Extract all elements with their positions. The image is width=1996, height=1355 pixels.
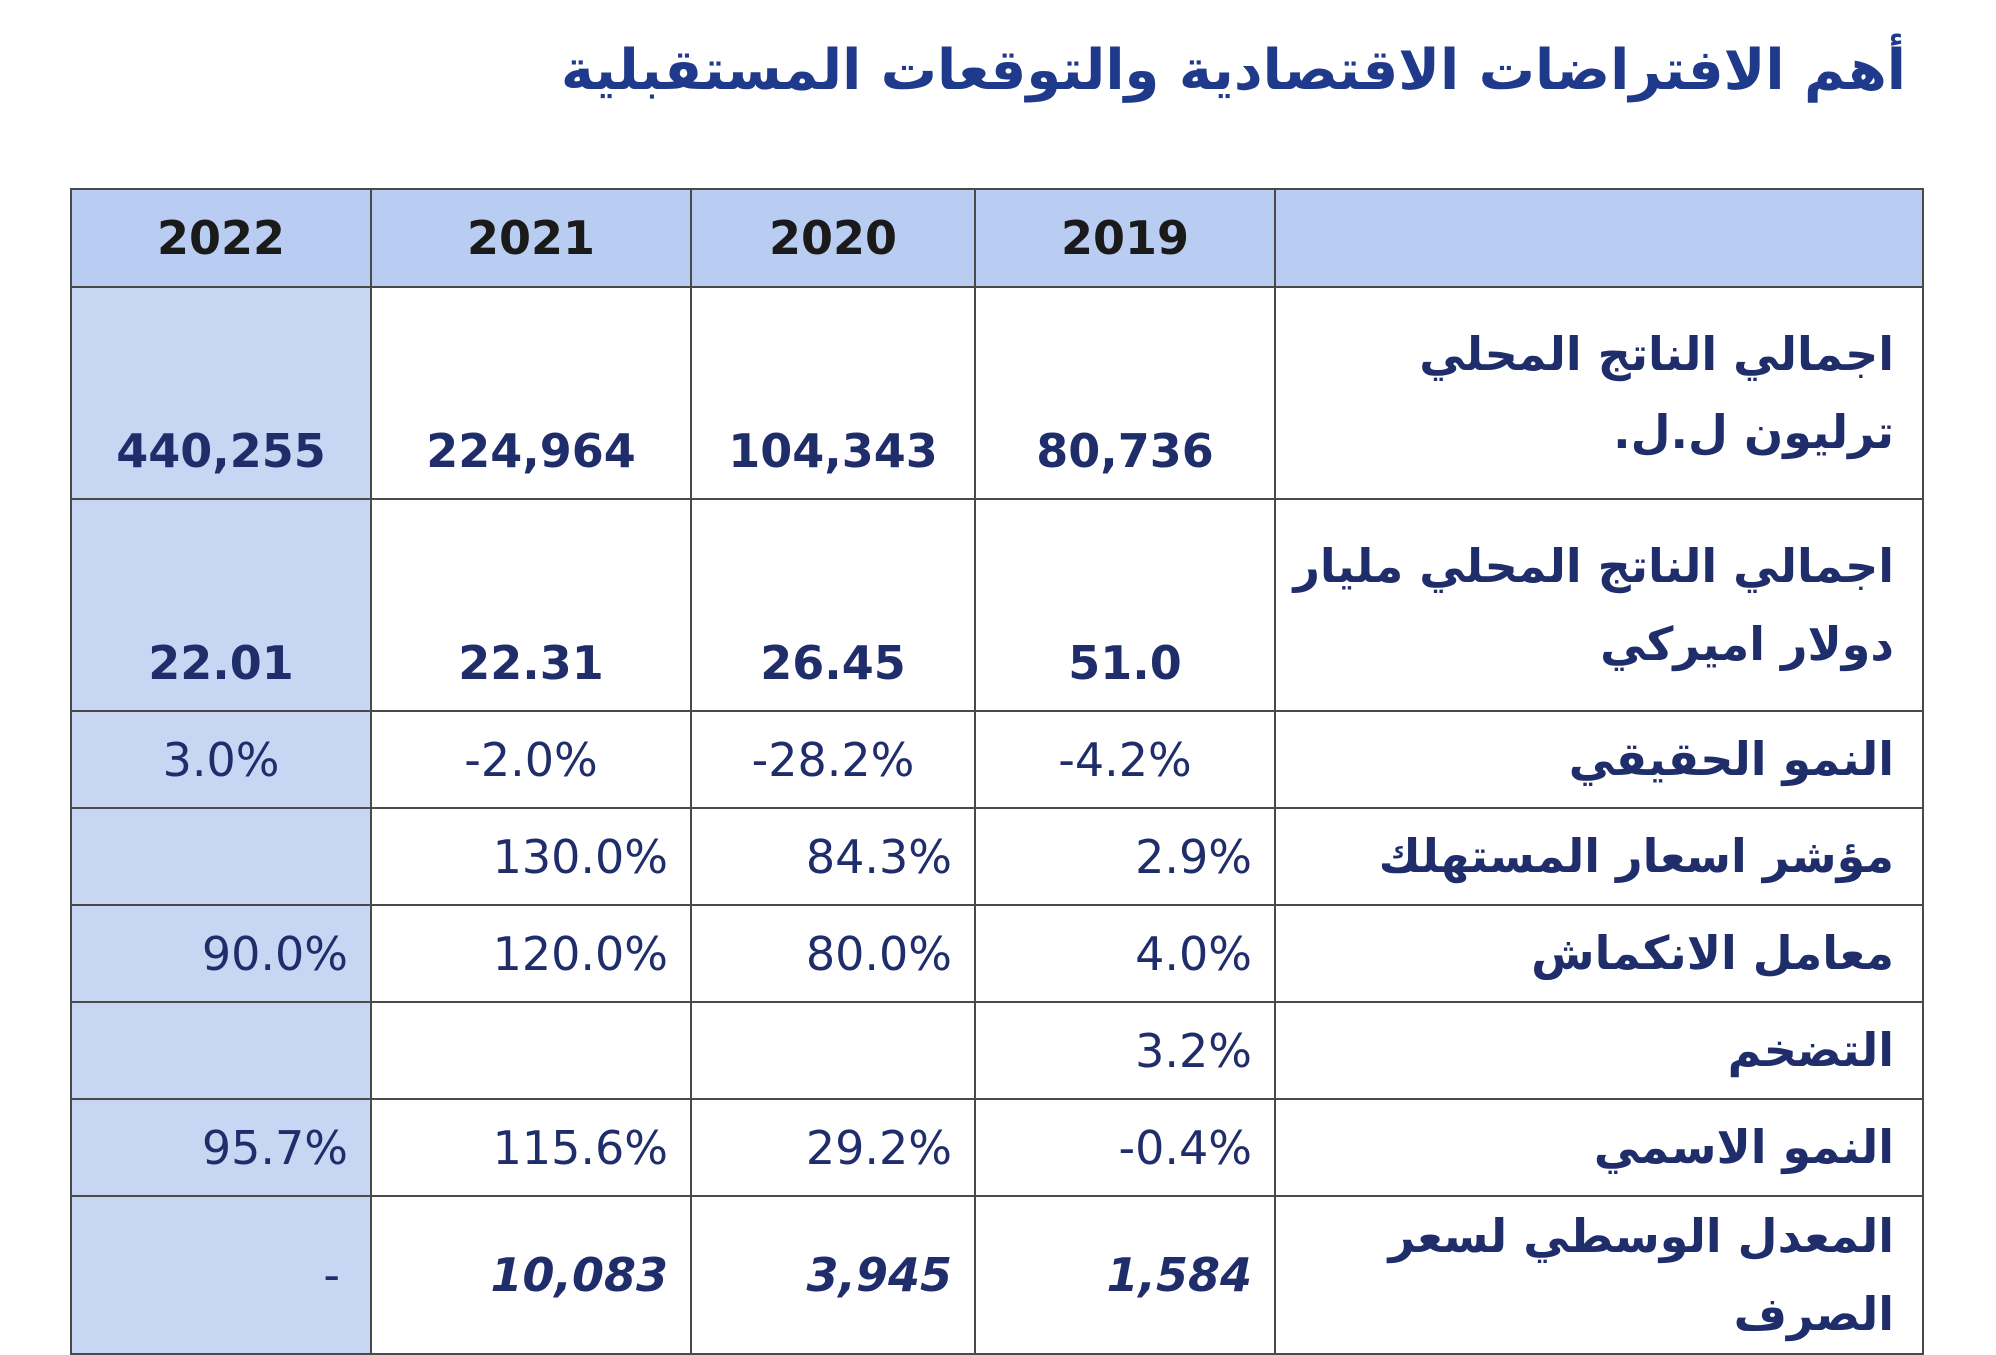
cell-2022: 95.7% — [70, 1098, 372, 1197]
cell-2020: -28.2% — [690, 710, 976, 809]
cell-2022: 90.0% — [70, 904, 372, 1003]
row-label: مؤشر اسعار المستهلك — [1274, 807, 1924, 906]
cell-2022: 22.01 — [70, 498, 372, 712]
cell-2021 — [370, 1001, 692, 1100]
cell-2019: 51.0 — [974, 498, 1276, 712]
table-header-row: 2022 2021 2020 2019 — [70, 188, 1924, 288]
table-row: 3.2% التضخم — [70, 1001, 1924, 1100]
cell-2020: 104,343 — [690, 286, 976, 500]
header-2021: 2021 — [370, 188, 692, 288]
cell-2020: 84.3% — [690, 807, 976, 906]
cell-2019: 4.0% — [974, 904, 1276, 1003]
cell-2022: 3.0% — [70, 710, 372, 809]
cell-2019: -0.4% — [974, 1098, 1276, 1197]
cell-2020: 29.2% — [690, 1098, 976, 1197]
economic-assumptions-table: 2022 2021 2020 2019 440,255 224,964 104,… — [70, 188, 1924, 1355]
table-row: 90.0% 120.0% 80.0% 4.0% معامل الانكماش — [70, 904, 1924, 1003]
cell-2021: 120.0% — [370, 904, 692, 1003]
row-label: النمو الاسمي — [1274, 1098, 1924, 1197]
cell-2019: 80,736 — [974, 286, 1276, 500]
table-row: 95.7% 115.6% 29.2% -0.4% النمو الاسمي — [70, 1098, 1924, 1197]
row-label: اجمالي الناتج المحلي ترليون ل.ل. — [1274, 286, 1924, 500]
page-title: أهم الافتراضات الاقتصادية والتوقعات المس… — [560, 38, 1906, 103]
cell-2021: 224,964 — [370, 286, 692, 500]
row-label: المعدل الوسطي لسعر الصرف — [1274, 1194, 1924, 1355]
cell-2020 — [690, 1001, 976, 1100]
row-label: اجمالي الناتج المحلي مليار دولار اميركي — [1274, 498, 1924, 712]
cell-2021: 22.31 — [370, 498, 692, 712]
header-label — [1274, 188, 1924, 288]
table-row: 130.0% 84.3% 2.9% مؤشر اسعار المستهلك — [70, 807, 1924, 906]
cell-2021: 115.6% — [370, 1098, 692, 1197]
cell-2019: 3.2% — [974, 1001, 1276, 1100]
table-row: - 10,083 3,945 1,584 المعدل الوسطي لسعر … — [70, 1194, 1924, 1355]
cell-2021: -2.0% — [370, 710, 692, 809]
cell-2021: 130.0% — [370, 807, 692, 906]
cell-2022: - — [70, 1194, 372, 1355]
table-row: 22.01 22.31 26.45 51.0 اجمالي الناتج الم… — [70, 498, 1924, 712]
cell-2022: 440,255 — [70, 286, 372, 500]
row-label: التضخم — [1274, 1001, 1924, 1100]
cell-2021: 10,083 — [370, 1194, 692, 1355]
row-label: معامل الانكماش — [1274, 904, 1924, 1003]
table-row: 440,255 224,964 104,343 80,736 اجمالي ال… — [70, 286, 1924, 500]
cell-2020: 80.0% — [690, 904, 976, 1003]
cell-2019: 1,584 — [974, 1194, 1276, 1355]
header-2020: 2020 — [690, 188, 976, 288]
cell-2020: 26.45 — [690, 498, 976, 712]
cell-2019: 2.9% — [974, 807, 1276, 906]
cell-2020: 3,945 — [690, 1194, 976, 1355]
cell-2022 — [70, 807, 372, 906]
table-row: 3.0% -2.0% -28.2% -4.2% النمو الحقيقي — [70, 710, 1924, 809]
row-label: النمو الحقيقي — [1274, 710, 1924, 809]
cell-2019: -4.2% — [974, 710, 1276, 809]
cell-2022 — [70, 1001, 372, 1100]
header-2019: 2019 — [974, 188, 1276, 288]
header-2022: 2022 — [70, 188, 372, 288]
